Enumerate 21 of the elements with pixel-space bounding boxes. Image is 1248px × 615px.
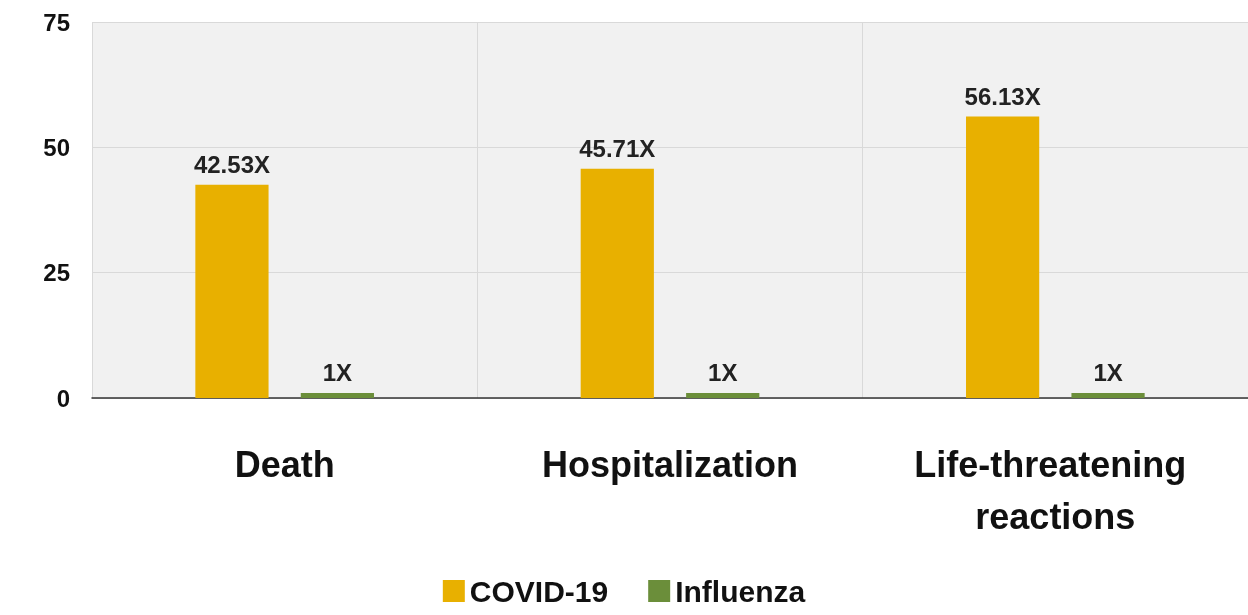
bar: [580, 168, 654, 398]
legend-label: Influenza: [675, 574, 806, 608]
data-label: 56.13X: [964, 83, 1041, 111]
x-tick-label: Hospitalization: [541, 443, 799, 485]
data-label: 1X: [322, 359, 353, 387]
y-tick-label: 25: [43, 259, 70, 287]
y-tick-label: 50: [43, 133, 70, 161]
data-label: 42.53X: [193, 151, 270, 179]
bar: [686, 392, 760, 398]
x-tick-label: Death: [234, 443, 335, 485]
bar: [195, 184, 269, 398]
x-tick-label: Life-threatening reactions: [914, 443, 1197, 537]
y-tick-label: 75: [43, 8, 70, 36]
data-label: 1X: [1093, 359, 1123, 387]
data-label: 1X: [708, 359, 738, 387]
data-label: 45.71X: [579, 135, 656, 163]
bar: [1071, 392, 1145, 398]
legend-label: COVID-19: [469, 574, 609, 608]
bar: [300, 392, 374, 398]
y-tick-label: 0: [56, 384, 70, 412]
bar: [966, 116, 1040, 398]
